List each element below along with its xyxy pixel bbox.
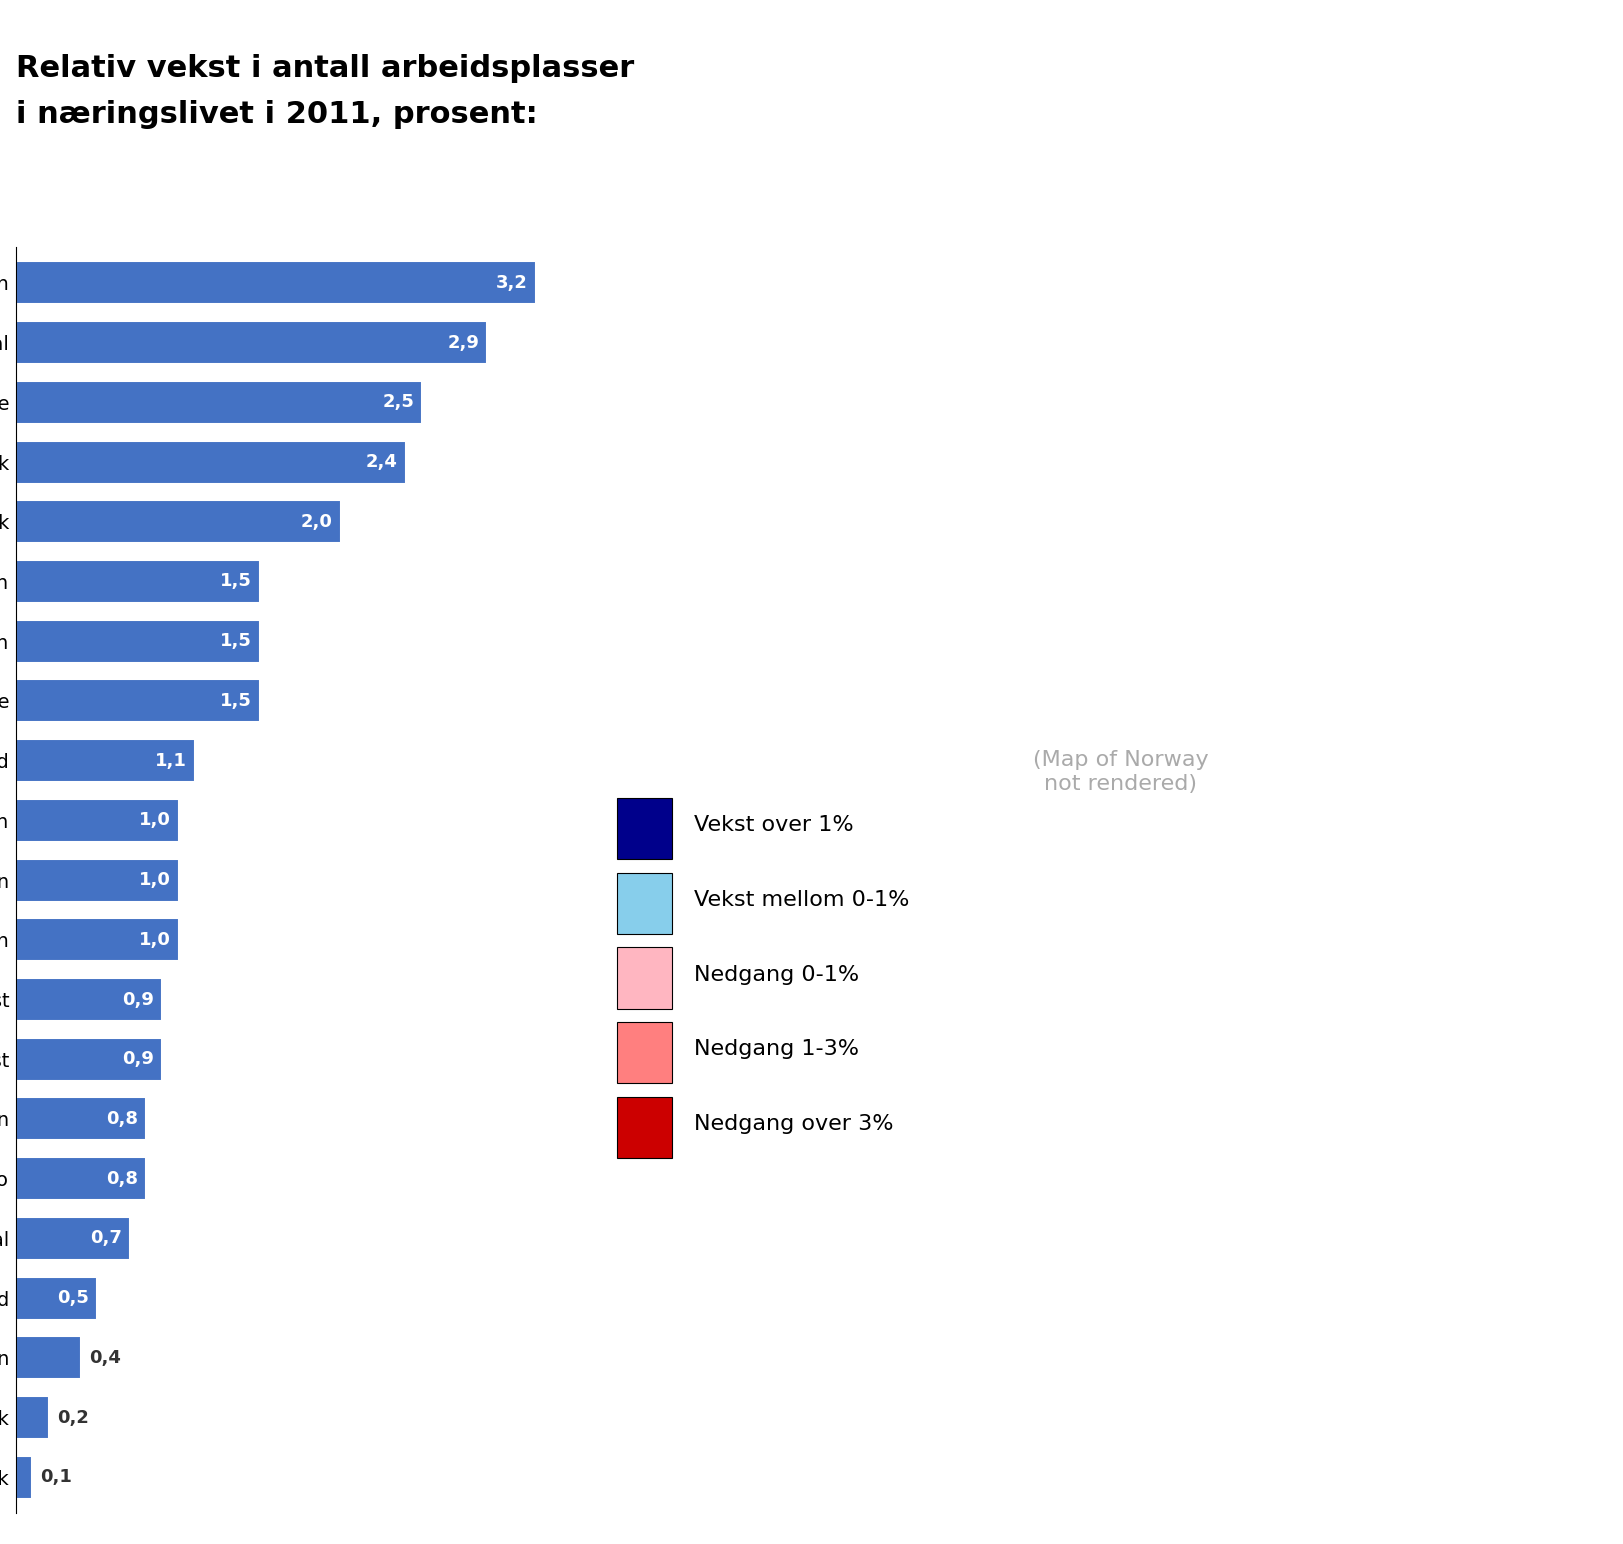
Text: 0,7: 0,7 (89, 1229, 122, 1248)
Bar (16, 1038, 162, 1081)
Text: (Map of Norway
not rendered): (Map of Norway not rendered) (1032, 750, 1208, 794)
Text: 0,8: 0,8 (105, 1110, 138, 1129)
Text: 3,2: 3,2 (495, 273, 527, 292)
Text: Vekst mellom 0-1%: Vekst mellom 0-1% (695, 889, 909, 909)
Text: Nedgang over 3%: Nedgang over 3% (695, 1115, 893, 1133)
Bar (16, 321, 487, 364)
Text: 1,5: 1,5 (219, 573, 252, 590)
Text: 0,8: 0,8 (105, 1170, 138, 1187)
Text: 0,9: 0,9 (122, 991, 154, 1008)
Text: 2,5: 2,5 (381, 394, 414, 411)
Text: Nedgang 1-3%: Nedgang 1-3% (695, 1039, 859, 1059)
FancyBboxPatch shape (617, 1096, 672, 1158)
Text: 0,4: 0,4 (89, 1349, 122, 1366)
Text: 1,0: 1,0 (138, 871, 170, 889)
Bar (16, 381, 422, 423)
Text: 2,4: 2,4 (365, 452, 398, 471)
Text: Vekst over 1%: Vekst over 1% (695, 815, 854, 835)
Text: 0,5: 0,5 (57, 1289, 89, 1308)
Text: 1,5: 1,5 (219, 692, 252, 710)
Text: 0,1: 0,1 (41, 1468, 73, 1487)
Text: 0,2: 0,2 (57, 1408, 89, 1427)
FancyBboxPatch shape (617, 872, 672, 934)
Bar (16, 679, 260, 723)
Bar (16, 560, 260, 604)
Text: 1,0: 1,0 (138, 931, 170, 950)
Bar (16, 261, 536, 304)
Text: 1,0: 1,0 (138, 811, 170, 829)
Bar (16, 740, 195, 783)
FancyBboxPatch shape (617, 1022, 672, 1084)
Bar (16, 1396, 49, 1439)
Bar (16, 500, 341, 543)
Bar (16, 619, 260, 662)
Bar (16, 919, 179, 962)
Bar (16, 440, 406, 483)
Text: 0,9: 0,9 (122, 1050, 154, 1068)
Text: i næringslivet i 2011, prosent:: i næringslivet i 2011, prosent: (16, 100, 537, 130)
Bar (16, 798, 179, 841)
Bar (16, 977, 162, 1021)
Text: Nedgang 0-1%: Nedgang 0-1% (695, 965, 859, 985)
FancyBboxPatch shape (617, 798, 672, 858)
Text: 2,9: 2,9 (446, 334, 479, 352)
Text: 1,5: 1,5 (219, 631, 252, 650)
Text: 1,1: 1,1 (154, 752, 187, 769)
Text: Relativ vekst i antall arbeidsplasser: Relativ vekst i antall arbeidsplasser (16, 54, 635, 83)
Bar (16, 1277, 97, 1320)
Bar (16, 1098, 146, 1141)
FancyBboxPatch shape (617, 948, 672, 1008)
Bar (16, 1156, 146, 1200)
Bar (16, 1337, 81, 1379)
Text: 2,0: 2,0 (300, 513, 333, 531)
Bar (16, 1456, 32, 1499)
Bar (16, 858, 179, 902)
Bar (16, 1217, 130, 1260)
